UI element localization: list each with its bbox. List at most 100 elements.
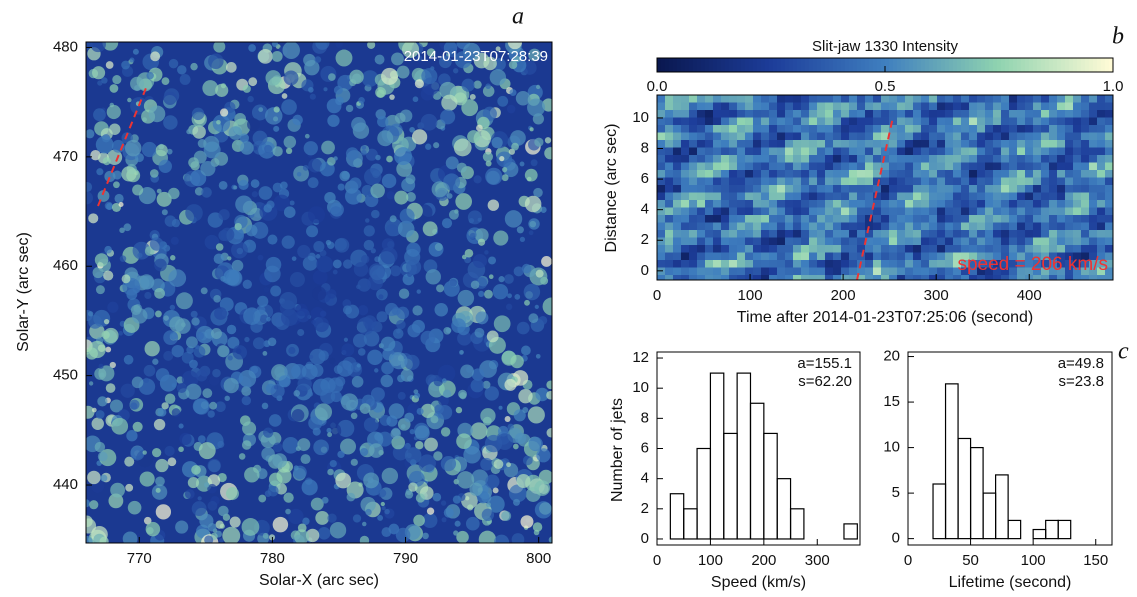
td-cell bbox=[713, 245, 721, 253]
image-blob bbox=[478, 218, 482, 222]
td-cell bbox=[1097, 148, 1105, 156]
image-blob bbox=[156, 504, 171, 519]
td-cell bbox=[665, 125, 673, 133]
image-blob bbox=[110, 84, 119, 93]
td-cell bbox=[681, 260, 689, 268]
td-cell bbox=[1065, 223, 1073, 231]
image-blob bbox=[179, 424, 184, 429]
td-cell bbox=[953, 245, 961, 253]
td-cell bbox=[745, 170, 753, 178]
td-cell bbox=[921, 268, 929, 276]
td-cell bbox=[1017, 193, 1025, 201]
td-cell bbox=[657, 230, 665, 238]
td-cell bbox=[697, 260, 705, 268]
td-cell bbox=[849, 170, 857, 178]
image-blob bbox=[100, 475, 107, 482]
td-cell bbox=[1025, 95, 1033, 103]
image-blob bbox=[163, 92, 176, 105]
image-blob bbox=[455, 193, 472, 210]
td-cell bbox=[689, 140, 697, 148]
td-cell bbox=[833, 103, 841, 111]
image-blob bbox=[425, 144, 431, 150]
image-blob bbox=[303, 165, 309, 171]
hist-bar bbox=[996, 475, 1009, 539]
td-cell bbox=[841, 230, 849, 238]
td-cell bbox=[977, 230, 985, 238]
image-blob bbox=[125, 140, 141, 156]
td-cell bbox=[1097, 185, 1105, 193]
td-cell bbox=[705, 193, 713, 201]
td-cell bbox=[969, 118, 977, 126]
image-blob bbox=[499, 156, 504, 161]
colorbar-cell bbox=[837, 58, 842, 72]
td-cell bbox=[937, 238, 945, 246]
td-cell bbox=[857, 215, 865, 223]
td-cell bbox=[841, 215, 849, 223]
td-cell bbox=[905, 223, 913, 231]
td-cell bbox=[993, 103, 1001, 111]
td-cell bbox=[1073, 238, 1081, 246]
panel-letter: a bbox=[512, 4, 524, 30]
td-cell bbox=[1065, 185, 1073, 193]
image-blob bbox=[288, 347, 295, 354]
td-cell bbox=[673, 133, 681, 141]
colorbar-cell bbox=[885, 58, 890, 72]
colorbar-cell bbox=[757, 58, 762, 72]
td-cell bbox=[785, 103, 793, 111]
td-cell bbox=[737, 238, 745, 246]
td-cell bbox=[1073, 245, 1081, 253]
hist-bar bbox=[971, 448, 984, 539]
td-cell bbox=[713, 133, 721, 141]
td-cell bbox=[697, 215, 705, 223]
td-cell bbox=[761, 275, 769, 283]
td-cell bbox=[833, 238, 841, 246]
td-cell bbox=[881, 230, 889, 238]
td-cell bbox=[721, 133, 729, 141]
td-cell bbox=[905, 125, 913, 133]
td-cell bbox=[673, 275, 681, 283]
td-cell bbox=[937, 178, 945, 186]
td-cell bbox=[897, 163, 905, 171]
colorbar-cell bbox=[901, 58, 906, 72]
image-blob bbox=[386, 224, 398, 236]
td-cell bbox=[753, 125, 761, 133]
image-blob bbox=[208, 501, 218, 511]
td-cell bbox=[721, 163, 729, 171]
colorbar-cell bbox=[717, 58, 722, 72]
td-cell bbox=[1089, 208, 1097, 216]
td-cell bbox=[889, 200, 897, 208]
td-cell bbox=[729, 238, 737, 246]
colorbar-cell bbox=[969, 58, 974, 72]
td-cell bbox=[873, 275, 881, 283]
td-cell bbox=[897, 223, 905, 231]
image-blob bbox=[407, 324, 420, 337]
colorbar-cell bbox=[957, 58, 962, 72]
td-cell bbox=[713, 268, 721, 276]
td-cell bbox=[761, 95, 769, 103]
image-blob bbox=[415, 425, 430, 440]
td-cell bbox=[809, 208, 817, 216]
image-blob bbox=[363, 315, 376, 328]
image-blob bbox=[478, 239, 485, 246]
td-cell bbox=[881, 238, 889, 246]
td-cell bbox=[897, 103, 905, 111]
td-cell bbox=[905, 110, 913, 118]
td-cell bbox=[961, 215, 969, 223]
td-cell bbox=[753, 103, 761, 111]
image-blob bbox=[132, 184, 143, 195]
td-cell bbox=[1033, 170, 1041, 178]
td-cell bbox=[1105, 215, 1113, 223]
colorbar-cell bbox=[673, 58, 678, 72]
colorbar-cell bbox=[693, 58, 698, 72]
x-tick-label: 200 bbox=[831, 287, 856, 304]
td-cell bbox=[793, 95, 801, 103]
td-cell bbox=[1065, 95, 1073, 103]
image-blob bbox=[226, 62, 237, 73]
td-cell bbox=[961, 95, 969, 103]
image-blob bbox=[512, 533, 525, 546]
td-cell bbox=[673, 155, 681, 163]
image-blob bbox=[230, 517, 241, 528]
image-blob bbox=[92, 66, 105, 79]
td-cell bbox=[865, 110, 873, 118]
td-cell bbox=[1057, 140, 1065, 148]
